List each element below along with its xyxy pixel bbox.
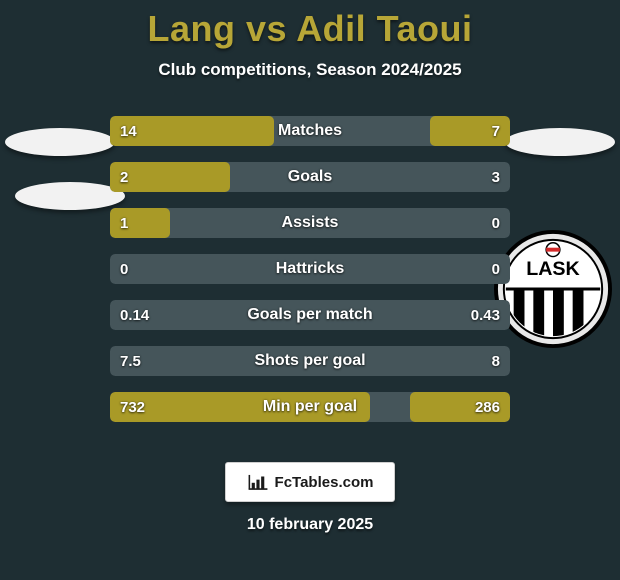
stat-value-right: 0	[482, 208, 510, 238]
stat-value-left: 732	[110, 392, 155, 422]
badge-text: LASK	[526, 258, 580, 280]
stat-row: 732286Min per goal	[110, 392, 510, 422]
bar-chart-icon	[247, 473, 269, 491]
stat-value-right: 3	[482, 162, 510, 192]
brand-text: FcTables.com	[275, 474, 374, 491]
stat-row: 10Assists	[110, 208, 510, 238]
player-right-silhouette	[505, 128, 615, 156]
stat-row: 00Hattricks	[110, 254, 510, 284]
stat-track	[110, 254, 510, 284]
stat-rows: 147Matches23Goals10Assists00Hattricks0.1…	[110, 116, 510, 422]
date-text: 10 february 2025	[247, 516, 373, 534]
stat-track	[110, 208, 510, 238]
player-left-silhouette	[5, 128, 115, 156]
stat-value-left: 0	[110, 254, 138, 284]
stat-track	[110, 300, 510, 330]
stat-row: 147Matches	[110, 116, 510, 146]
stat-value-left: 14	[110, 116, 147, 146]
stat-row: 0.140.43Goals per match	[110, 300, 510, 330]
stat-value-left: 0.14	[110, 300, 159, 330]
stat-value-right: 286	[465, 392, 510, 422]
player-left-silhouette-shadow	[15, 182, 125, 210]
stat-row: 23Goals	[110, 162, 510, 192]
stat-value-left: 7.5	[110, 346, 151, 376]
stat-value-right: 7	[482, 116, 510, 146]
stage: LASK 147Matches23Goals10Assists00Hattric…	[0, 80, 620, 580]
page-subtitle: Club competitions, Season 2024/2025	[158, 60, 461, 80]
stat-value-left: 1	[110, 208, 138, 238]
stat-value-right: 0	[482, 254, 510, 284]
page-title: Lang vs Adil Taoui	[147, 8, 472, 50]
stat-row: 7.58Shots per goal	[110, 346, 510, 376]
comparison-card: Lang vs Adil Taoui Club competitions, Se…	[0, 0, 620, 580]
brand-badge: FcTables.com	[225, 462, 395, 502]
club-badge-lask: LASK	[494, 230, 612, 348]
stat-value-right: 8	[482, 346, 510, 376]
stat-value-left: 2	[110, 162, 138, 192]
stat-value-right: 0.43	[461, 300, 510, 330]
stat-track	[110, 346, 510, 376]
